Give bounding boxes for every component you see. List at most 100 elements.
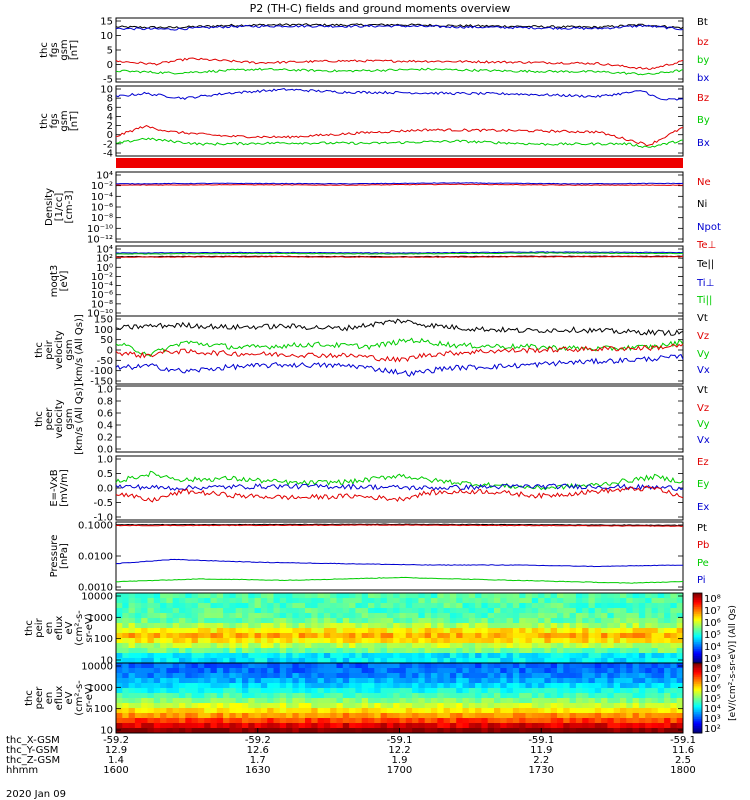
spectrogram-cell (475, 718, 482, 724)
spectrogram-cell (368, 603, 375, 609)
spectrogram-cell (197, 648, 205, 654)
spectrogram-cell (336, 643, 344, 649)
spectrogram-cell (374, 618, 381, 624)
spectrogram-cell (185, 613, 192, 619)
spectrogram-cell (292, 668, 300, 674)
spectrogram-cell (506, 723, 514, 729)
spectrogram-cell (607, 713, 615, 719)
spectrogram-cell (122, 648, 129, 654)
spectrogram-cell (412, 628, 419, 634)
spectrogram-cell (147, 598, 155, 604)
spectrogram-cell (317, 713, 325, 719)
y-axis-label: (cm²-s- (74, 680, 85, 716)
spectrogram-cell (260, 618, 268, 624)
spectrogram-cell (204, 708, 211, 714)
spectrogram-cell (197, 718, 205, 724)
spectrogram-cell (506, 618, 514, 624)
spectrogram-cell (305, 593, 312, 599)
spectrogram-cell (418, 718, 426, 724)
spectrogram-cell (607, 678, 615, 684)
spectrogram-cell (664, 653, 671, 659)
spectrogram-cell (557, 683, 564, 689)
spectrogram-cell (531, 718, 539, 724)
spectrogram-cell (468, 613, 476, 619)
spectrogram-cell (267, 653, 274, 659)
spectrogram-cell (651, 688, 659, 694)
spectrogram-cell (613, 703, 621, 709)
spectrogram-cell (588, 628, 596, 634)
colorbar-segment (693, 712, 702, 715)
spectrogram-cell (481, 653, 489, 659)
spectrogram-cell (569, 713, 577, 719)
spectrogram-cell (531, 648, 539, 654)
spectrogram-cell (116, 653, 123, 659)
spectrogram-cell (349, 618, 356, 624)
spectrogram-cell (676, 688, 684, 694)
spectrogram-cell (569, 658, 577, 664)
spectrogram-cell (342, 623, 350, 629)
spectrogram-cell (538, 723, 545, 729)
spectrogram-cell (550, 623, 558, 629)
spectrogram-cell (544, 663, 552, 669)
spectrogram-cell (405, 693, 413, 699)
spectrogram-cell (525, 668, 533, 674)
spectrogram-cell (204, 698, 211, 704)
spectrogram-cell (179, 708, 186, 714)
spectrogram-cell (544, 593, 552, 599)
spectrogram-cell (260, 598, 268, 604)
spectrogram-cell (242, 623, 249, 629)
spectrogram-cell (386, 663, 394, 669)
spectrogram-cell (405, 608, 413, 614)
spectrogram-cell (393, 598, 400, 604)
y-tick-label: 0.6 (97, 409, 113, 420)
spectrogram-cell (500, 683, 507, 689)
spectrogram-cell (393, 723, 400, 729)
spectrogram-cell (254, 618, 262, 624)
spectrogram-cell (254, 673, 262, 679)
spectrogram-cell (557, 643, 564, 649)
spectrogram-cell (437, 673, 444, 679)
spectrogram-cell (216, 663, 224, 669)
spectrogram-cell (651, 603, 659, 609)
spectrogram-cell (607, 608, 615, 614)
spectrogram-cell (204, 633, 211, 639)
spectrogram-cell (323, 598, 331, 604)
spectrogram-cell (286, 693, 293, 699)
spectrogram-cell (166, 658, 174, 664)
spectrogram-cell (506, 648, 514, 654)
spectrogram-cell (153, 708, 161, 714)
spectrogram-cell (185, 603, 192, 609)
spectrogram-cell (210, 613, 218, 619)
spectrogram-cell (664, 603, 671, 609)
spectrogram-cell (166, 723, 174, 729)
spectrogram-cell (550, 603, 558, 609)
spectrogram-cell (506, 658, 514, 664)
colorbar-segment (693, 638, 702, 641)
series-line-Vx (115, 353, 684, 377)
spectrogram-cell (588, 658, 596, 664)
spectrogram-cell (664, 673, 671, 679)
spectrogram-cell (223, 633, 230, 639)
spectrogram-cell (286, 713, 293, 719)
spectrogram-cell (531, 608, 539, 614)
spectrogram-cell (449, 608, 457, 614)
spectrogram-cell (575, 648, 583, 654)
spectrogram-cell (160, 593, 167, 599)
spectrogram-cell (292, 703, 300, 709)
spectrogram-cell (179, 638, 186, 644)
spectrogram-cell (487, 728, 495, 734)
spectrogram-cell (273, 688, 281, 694)
spectrogram-cell (575, 593, 583, 599)
spectrogram-cell (223, 658, 230, 664)
spectrogram-cell (342, 688, 350, 694)
spectrogram-cell (519, 688, 526, 694)
spectrogram-cell (557, 673, 564, 679)
spectrogram-cell (651, 658, 659, 664)
spectrogram-cell (575, 728, 583, 734)
spectrogram-cell (305, 728, 312, 734)
spectrogram-cell (475, 723, 482, 729)
spectrogram-cell (645, 698, 652, 704)
spectrogram-cell (349, 693, 356, 699)
y-tick-label: -2 (103, 139, 113, 150)
